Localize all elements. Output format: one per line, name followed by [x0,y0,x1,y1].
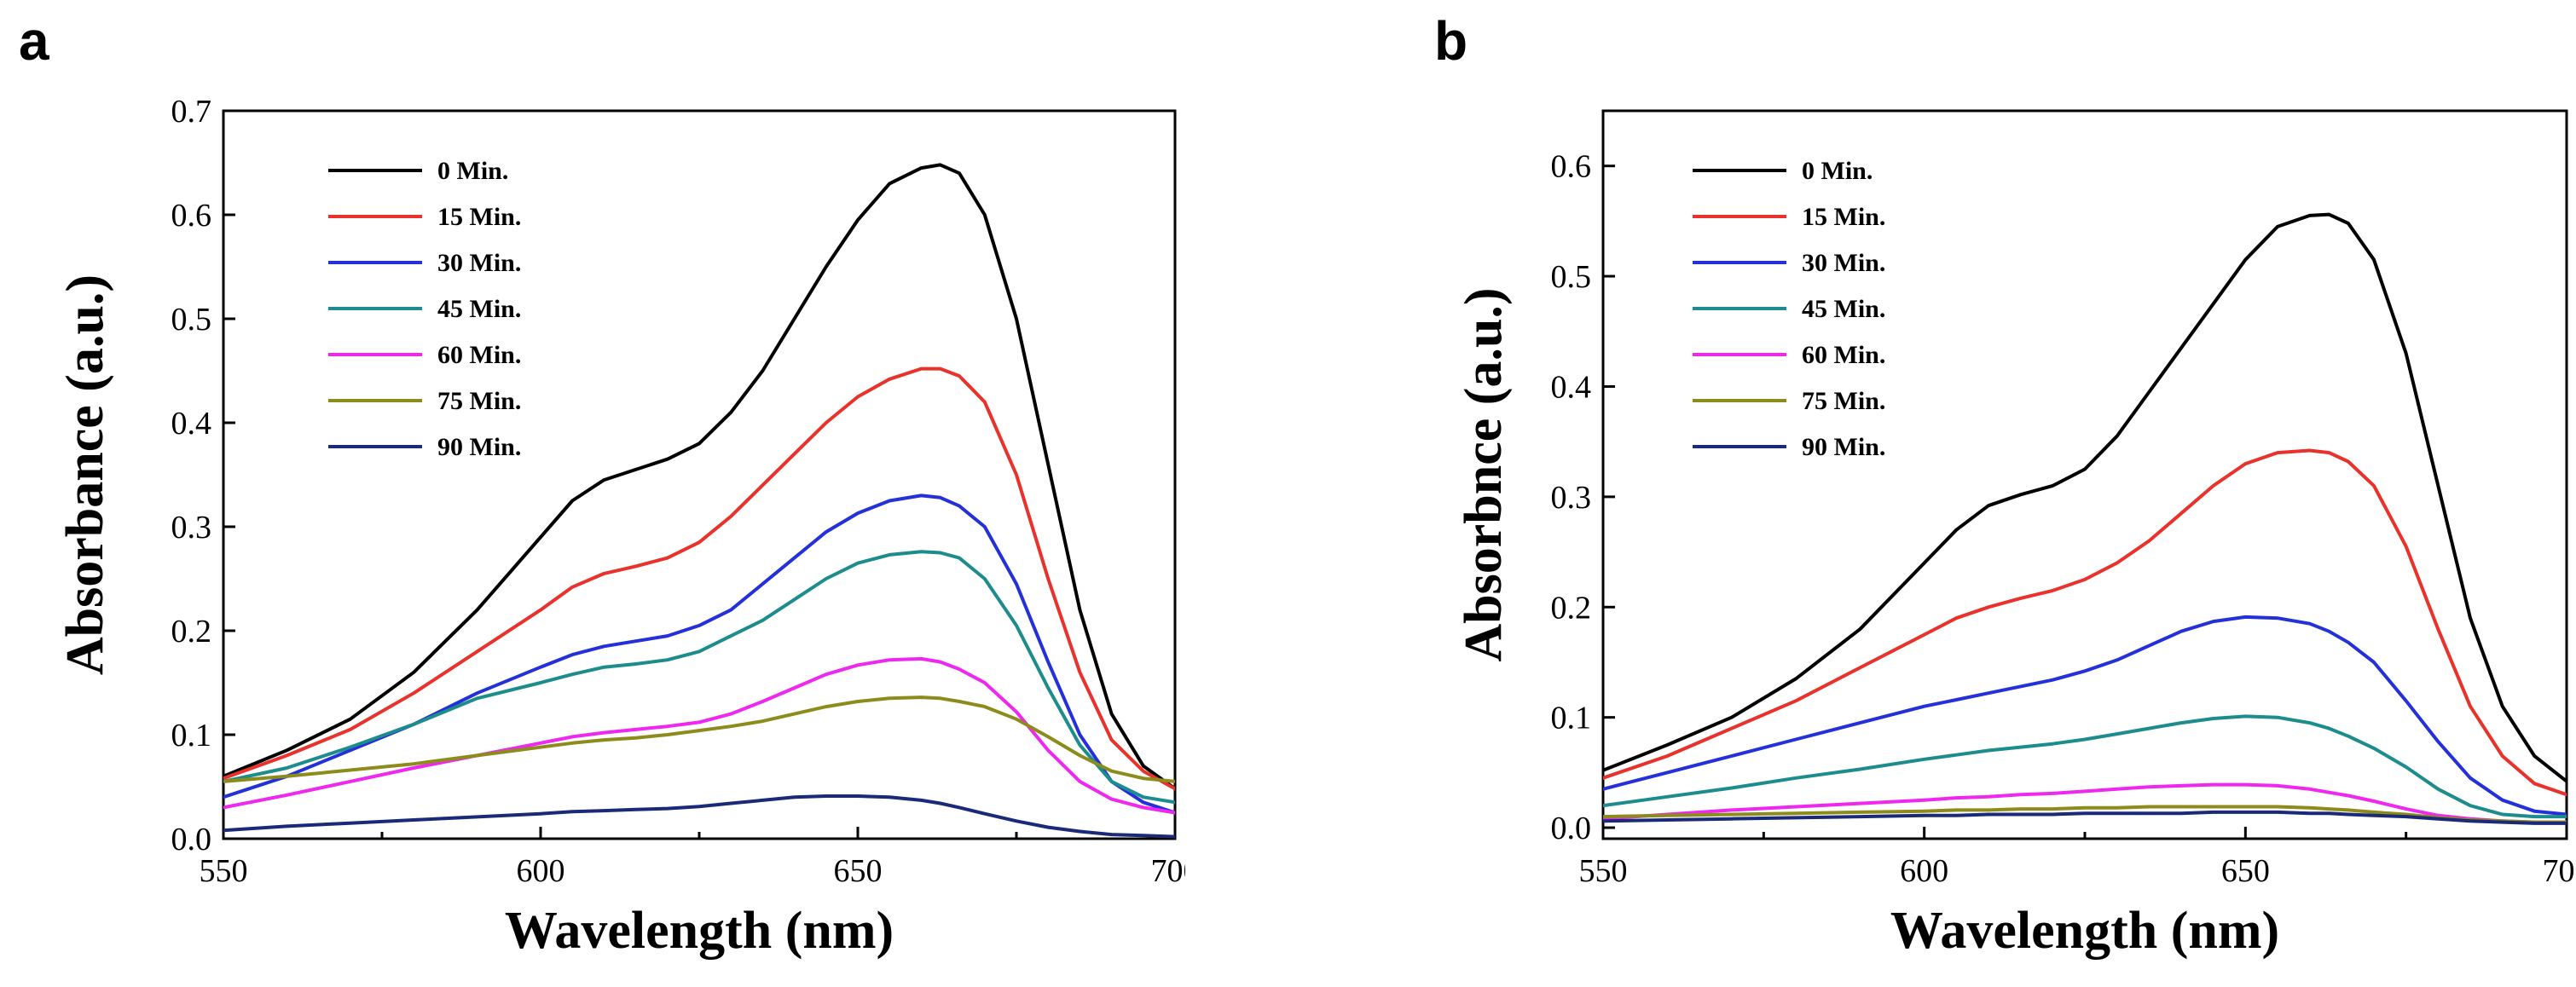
y-tick-label-a: 0.2 [171,614,212,649]
series-line-b-15-min [1603,448,2567,797]
chart-panel-b: b 550 600 650 700 0.0 0.1 0.2 0.3 0.4 0.5 0.6 Wavele… [1434,10,2576,960]
series-line-a-0-min [223,163,1175,791]
panel-label-a: a [19,10,49,72]
series-line-b-60-min [1603,782,2567,824]
x-tick-label-b: 650 [2221,853,2270,889]
x-tick-label-a: 700 [1151,853,1186,889]
series-line-b-45-min [1603,714,2567,819]
series-line-a-30-min [223,494,1175,815]
series-line-a-15-min [223,367,1175,791]
series-line-b-0-min [1603,212,2567,783]
x-tick-label-b: 600 [1900,853,1948,889]
y-tick-label-b: 0.1 [1551,701,1592,736]
y-tick-label-b: 0.5 [1551,259,1592,295]
series-line-a-75-min [223,696,1175,783]
y-tick-label-a: 0.3 [171,510,212,545]
legend-label-a-15-min: 15 Min. [437,203,521,231]
legend-label-b-60-min: 60 Min. [1802,341,1885,369]
legend-label-b-45-min: 45 Min. [1802,295,1885,323]
series-line-a-90-min [223,794,1175,839]
legend-label-a-30-min: 30 Min. [437,249,521,277]
y-tick-label-a: 0.5 [171,302,212,338]
y-tick-label-a: 0.1 [171,718,212,753]
legend-label-a-60-min: 60 Min. [437,341,521,369]
x-tick-label-a: 600 [517,853,565,889]
y-tick-label-b: 0.4 [1551,369,1592,405]
x-tick-label-a: 550 [200,853,248,889]
x-tick-label-b: 550 [1579,853,1628,889]
legend-label-a-45-min: 45 Min. [437,295,521,323]
x-axis-title-b: Wavelength (nm) [1890,902,2279,960]
legend-label-b-0-min: 0 Min. [1802,157,1873,185]
x-tick-label-b: 700 [2543,853,2576,889]
legend-label-b-30-min: 30 Min. [1802,249,1885,277]
x-tick-label-a: 650 [834,853,883,889]
y-tick-label-a: 0.0 [171,822,212,857]
y-tick-label-a: 0.7 [171,94,212,130]
y-tick-label-b: 0.0 [1551,811,1592,846]
series-line-b-30-min [1603,615,2567,817]
y-tick-label-a: 0.6 [171,198,212,234]
y-tick-label-b: 0.3 [1551,480,1592,516]
legend-label-b-75-min: 75 Min. [1802,387,1885,415]
legend-label-a-90-min: 90 Min. [437,433,521,461]
y-axis-title-a: Absorbance (a.u.) [56,274,114,675]
series-line-a-45-min [223,550,1175,805]
legend-label-a-75-min: 75 Min. [437,387,521,415]
plot-frame-b [1601,109,2568,840]
y-axis-title-b: Absorbnce (a.u.) [1455,287,1513,661]
legend-label-b-90-min: 90 Min. [1802,433,1885,461]
legend-label-b-15-min: 15 Min. [1802,203,1885,231]
legend-label-a-0-min: 0 Min. [437,157,508,185]
chart-panel-a: a 550 600 650 700 0.0 0.1 0.2 0.3 0.4 0.5 0.6 0.7 Wav… [19,10,1186,960]
series-line-a-60-min [223,656,1175,815]
series-line-b-90-min [1603,810,2567,825]
y-tick-label-a: 0.4 [171,406,212,442]
y-tick-label-b: 0.2 [1551,590,1592,626]
x-axis-title-a: Wavelength (nm) [505,902,894,960]
panel-label-b: b [1434,10,1467,72]
y-tick-label-b: 0.6 [1551,149,1592,185]
